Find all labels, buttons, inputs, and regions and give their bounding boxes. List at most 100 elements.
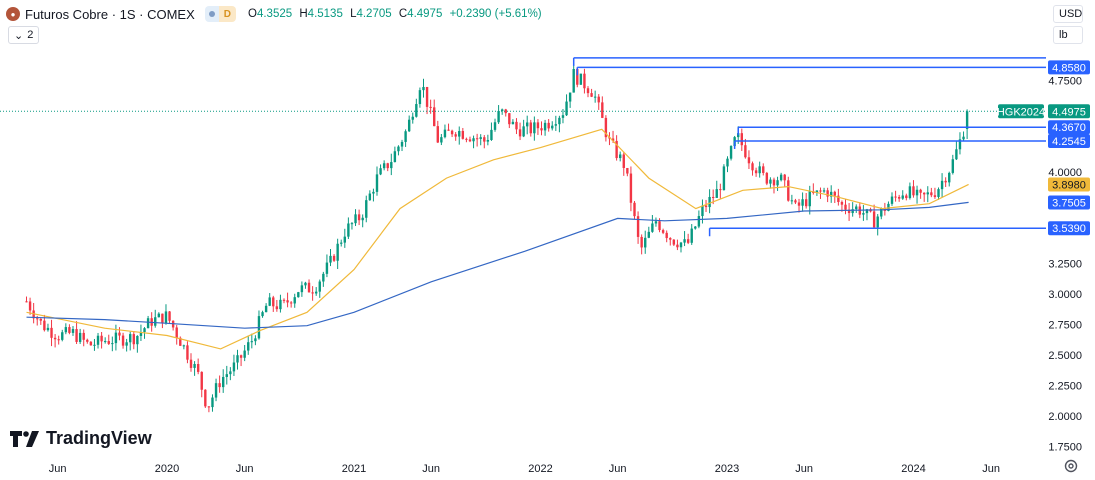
candle-body [772, 179, 776, 186]
candle-body [418, 90, 422, 105]
x-tick-label: Jun [982, 463, 1000, 475]
symbol-title[interactable]: Futuros Cobre · 1S · COMEX [25, 6, 195, 22]
candle-body [615, 140, 618, 159]
candle-body [636, 216, 640, 237]
copper-logo-icon: ● [6, 7, 20, 21]
candle-body [515, 121, 518, 130]
candle-body [830, 191, 833, 197]
candle-body [28, 301, 32, 311]
candle-body [661, 230, 665, 233]
candle-body [411, 116, 414, 120]
candle-body [597, 96, 600, 103]
price-tag: 4.2545 [1052, 136, 1086, 148]
candle-body [922, 192, 926, 195]
candle-body [407, 119, 411, 132]
candle-body [46, 327, 50, 331]
candle-body [268, 297, 271, 306]
candle-body [186, 345, 189, 360]
candle-body [876, 216, 879, 228]
candle-body [508, 113, 511, 125]
current-price-tag: 4.4975 [1052, 106, 1086, 118]
candle-body [214, 383, 218, 398]
candle-body [758, 166, 761, 174]
candle-body [704, 205, 708, 208]
candle-body [754, 170, 758, 174]
candle-body [611, 138, 615, 141]
candle-body [340, 242, 343, 244]
candle-body [357, 214, 361, 221]
candle-body [518, 129, 522, 137]
x-tick-label: 2024 [901, 463, 925, 475]
currency-button[interactable]: USD [1053, 5, 1083, 23]
candle-body [511, 121, 515, 125]
candle-body [132, 334, 135, 345]
candle-body [404, 131, 407, 142]
candle-body [862, 213, 865, 215]
candle-body [683, 239, 686, 243]
candle-body [694, 226, 697, 229]
candle-body [329, 255, 332, 263]
candle-body [129, 334, 132, 343]
price-tag-bg [1048, 133, 1090, 148]
candle-body [465, 138, 468, 140]
candle-body [711, 196, 715, 198]
candle-body [161, 313, 164, 324]
candle-body [179, 337, 182, 346]
candle-body [629, 173, 633, 203]
candle-body [726, 158, 729, 167]
candle-body [715, 189, 718, 198]
settings-gear-icon[interactable] [1063, 458, 1079, 474]
candle-body [633, 202, 636, 217]
candle-body [500, 109, 504, 111]
candle-body [375, 174, 379, 192]
candle-body [533, 122, 536, 134]
tradingview-logo[interactable]: TradingView [10, 428, 152, 449]
moving-average-fast-line [26, 128, 969, 350]
candle-body [390, 162, 393, 169]
candle-body [651, 223, 654, 232]
current-symbol-tag-bg [998, 104, 1044, 119]
candle-body [762, 166, 765, 173]
y-tick-label: 2.0000 [1048, 411, 1082, 423]
candle-body [808, 191, 811, 207]
candle-body [379, 168, 382, 175]
moving-average-slow-line [26, 201, 969, 329]
candle-body [100, 335, 103, 342]
candle-body [458, 130, 461, 137]
candle-body [89, 341, 93, 346]
ohlc-values: O4.3525 H4.5135 L4.2705 C4.4975 +0.2390 … [248, 8, 542, 20]
price-tag-bg [1048, 177, 1090, 192]
price-tag: 3.7505 [1052, 197, 1086, 209]
candle-body [794, 200, 797, 203]
candle-body [672, 239, 676, 245]
indicators-toggle-button[interactable]: ⌄ 2 [8, 26, 40, 44]
x-tick-label: Jun [609, 463, 627, 475]
candle-body [665, 232, 668, 239]
candle-body [751, 163, 754, 171]
candle-body [279, 299, 282, 310]
candle-body [193, 363, 196, 368]
candle-body [393, 151, 397, 163]
y-tick-label: 2.2500 [1048, 381, 1082, 393]
unit-button[interactable]: lb [1053, 26, 1083, 44]
candle-body [937, 189, 940, 197]
candle-body [604, 117, 608, 138]
candle-body [136, 335, 139, 345]
candle-body [64, 327, 68, 333]
price-tag: 3.5390 [1052, 223, 1086, 235]
candle-body [822, 190, 826, 192]
status-pill[interactable]: D [204, 6, 237, 22]
candle-body [121, 335, 125, 346]
candle-body [247, 342, 250, 351]
candle-body [701, 205, 704, 217]
candle-body [804, 199, 808, 207]
candle-body [483, 137, 486, 142]
candle-body [146, 318, 150, 329]
candle-body [250, 341, 254, 343]
candle-body [579, 73, 583, 85]
price-tag: 4.3670 [1052, 122, 1086, 134]
candle-body [32, 310, 35, 319]
candle-body [239, 355, 243, 358]
